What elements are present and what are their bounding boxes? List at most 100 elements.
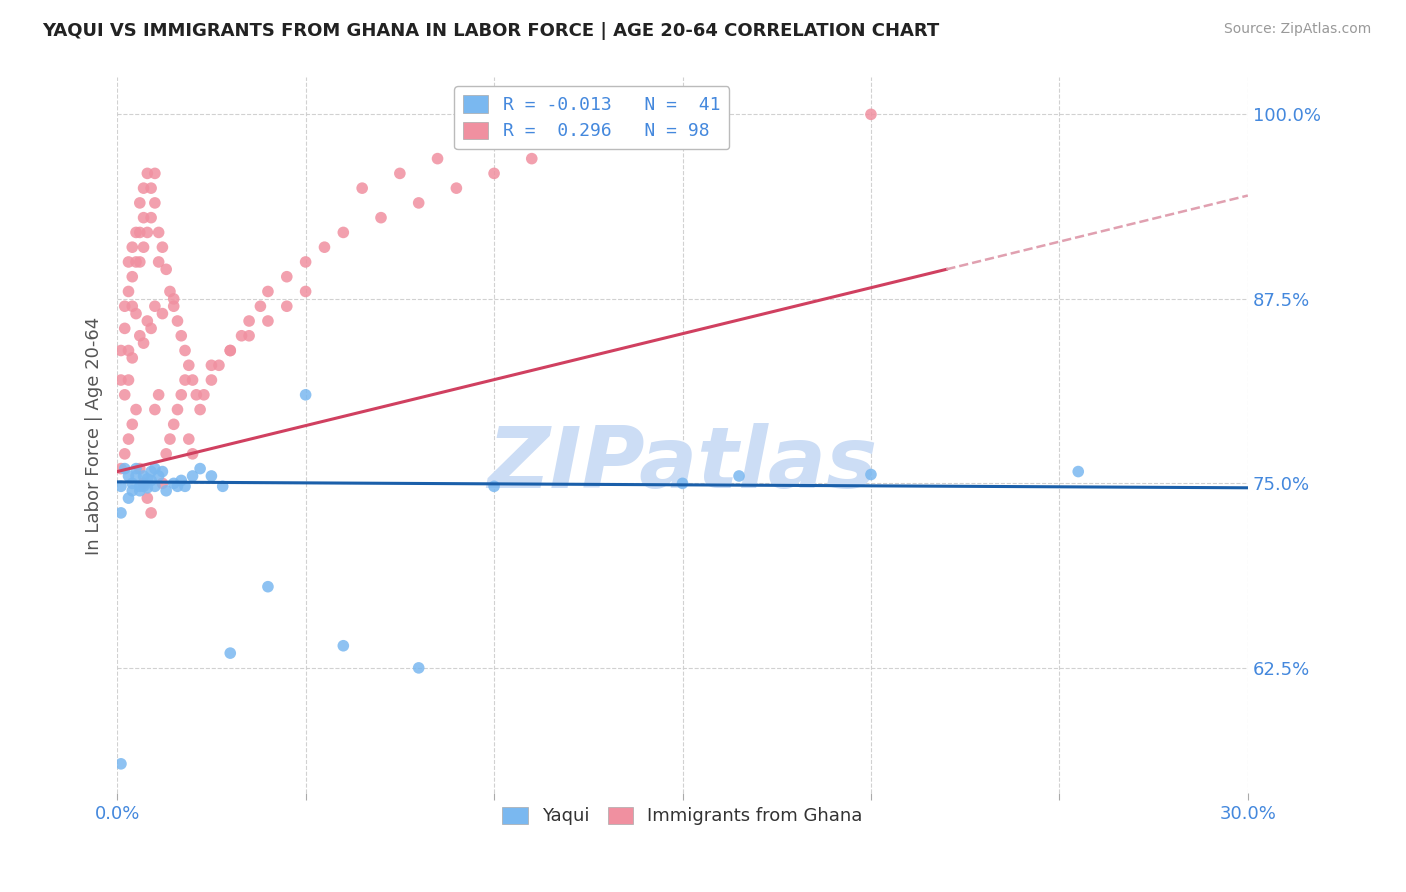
Point [128,479,150,493]
Point [132,479,155,493]
Point [117,373,139,387]
Point [558,136,581,151]
Point [139,211,162,225]
Point [132,336,155,351]
Point [238,314,260,328]
Text: Source: ZipAtlas.com: Source: ZipAtlas.com [1223,22,1371,37]
Point [136,166,159,180]
Point [114,461,136,475]
Point [110,461,132,475]
Point [139,465,162,479]
Point [143,479,166,493]
Point [231,328,253,343]
Point [426,152,449,166]
Point [136,314,159,328]
Point [143,299,166,313]
Point [163,299,186,313]
Point [128,328,150,343]
Point [128,195,150,210]
Point [121,483,143,498]
Point [152,476,174,491]
Point [117,255,139,269]
Point [482,166,505,180]
Point [136,226,159,240]
Point [132,211,155,225]
Point [117,343,139,358]
Point [859,467,882,482]
Text: ZIPatlas: ZIPatlas [488,423,877,506]
Point [314,240,336,254]
Point [110,343,132,358]
Point [136,481,159,495]
Point [257,285,280,299]
Point [128,226,150,240]
Point [200,469,222,483]
Point [128,255,150,269]
Point [408,661,430,675]
Legend: Yaqui, Immigrants from Ghana: Yaqui, Immigrants from Ghana [494,797,872,834]
Point [177,359,200,373]
Point [352,181,374,195]
Point [332,226,354,240]
Point [148,226,170,240]
Point [193,388,215,402]
Point [128,461,150,475]
Point [139,181,162,195]
Point [294,285,316,299]
Point [143,461,166,475]
Point [121,351,143,365]
Point [200,359,222,373]
Point [446,181,468,195]
Point [174,373,197,387]
Point [110,756,132,771]
Point [132,181,155,195]
Point [125,226,148,240]
Point [257,580,280,594]
Point [143,195,166,210]
Point [181,373,204,387]
Point [139,506,162,520]
Point [117,491,139,505]
Point [166,402,188,417]
Point [596,122,619,136]
Point [155,483,177,498]
Point [121,269,143,284]
Point [152,307,174,321]
Point [136,472,159,486]
Point [121,417,143,432]
Point [859,107,882,121]
Point [125,461,148,475]
Point [174,479,197,493]
Point [166,479,188,493]
Point [257,314,280,328]
Point [186,388,208,402]
Point [671,476,693,491]
Point [276,299,298,313]
Point [170,388,193,402]
Point [152,465,174,479]
Point [148,255,170,269]
Point [117,285,139,299]
Point [1067,465,1090,479]
Point [208,359,231,373]
Point [181,447,204,461]
Point [110,506,132,520]
Point [117,469,139,483]
Point [155,447,177,461]
Point [238,328,260,343]
Point [181,469,204,483]
Point [294,255,316,269]
Point [188,402,211,417]
Point [370,211,392,225]
Point [728,469,751,483]
Point [200,373,222,387]
Point [121,476,143,491]
Point [139,321,162,335]
Point [136,491,159,505]
Point [249,299,271,313]
Point [125,469,148,483]
Point [110,479,132,493]
Point [482,479,505,493]
Point [121,299,143,313]
Point [125,402,148,417]
